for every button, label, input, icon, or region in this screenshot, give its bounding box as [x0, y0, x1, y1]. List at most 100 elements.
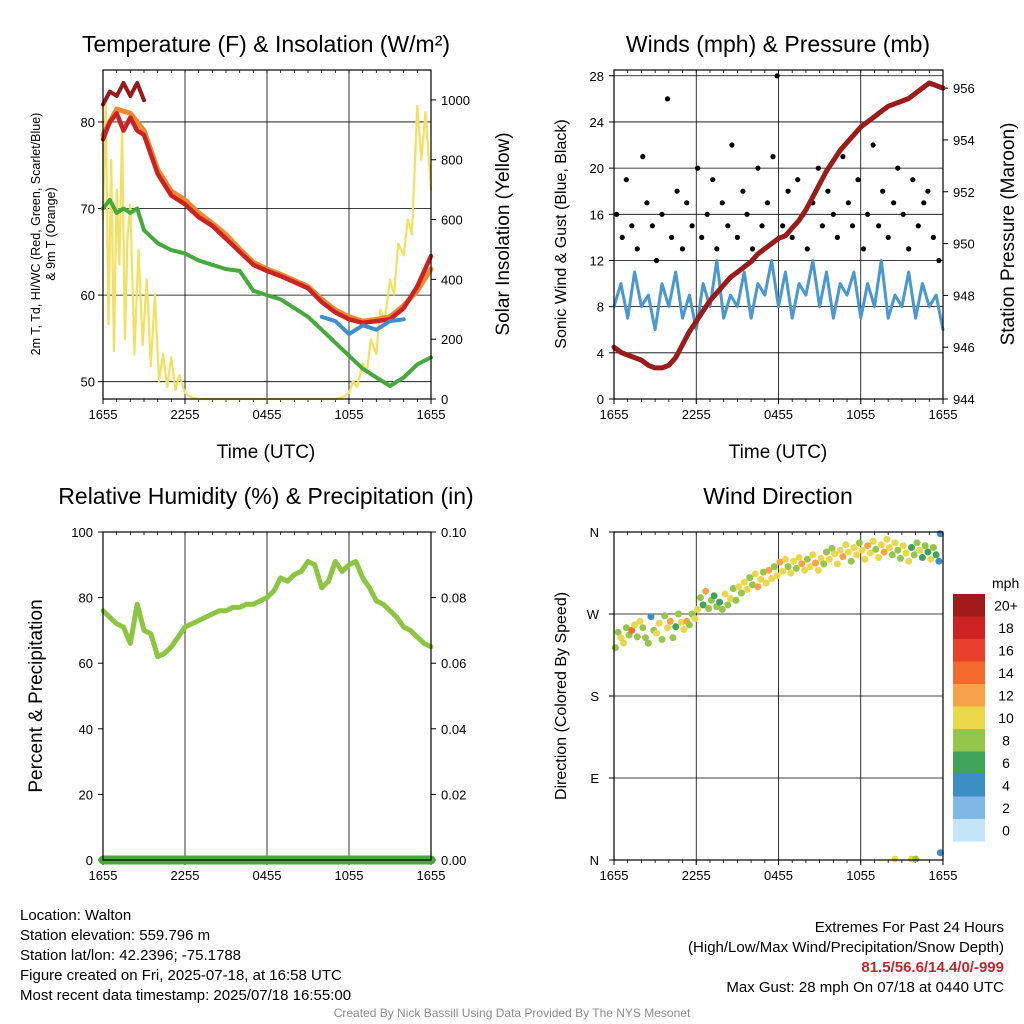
pressure-line [611, 80, 946, 371]
direction-point [669, 634, 677, 642]
direction-point [872, 545, 880, 553]
direction-point [891, 539, 899, 547]
direction-point [710, 592, 718, 600]
gust-point [825, 188, 831, 194]
station-elevation: Station elevation: 559.796 m [20, 927, 211, 944]
legend-swatch [953, 594, 985, 617]
direction-point [754, 583, 762, 591]
direction-point [620, 639, 628, 647]
gust-point [710, 177, 716, 183]
direction-point [913, 539, 921, 547]
gust-point [664, 96, 671, 102]
direction-point [839, 553, 847, 561]
x-tick-label: 1655 [600, 868, 629, 883]
direction-point [918, 554, 926, 561]
x-tick-label: 1655 [417, 868, 446, 883]
y-right-tick-label: 1000 [441, 93, 470, 108]
direction-point [694, 605, 702, 613]
y-tick-label: 40 [79, 722, 93, 737]
direction-point [858, 546, 866, 554]
x-tick-label: 0455 [764, 407, 793, 422]
direction-point [880, 548, 888, 556]
gust-point [619, 234, 625, 240]
y-tick-label: 60 [79, 656, 93, 671]
y-right-tick-label: 0.08 [441, 591, 466, 606]
extremes-title: Extremes For Past 24 Hours [814, 919, 1004, 936]
direction-point [732, 596, 740, 604]
humidity-y-axis-label: Percent & Precipitation [26, 599, 47, 792]
direction-point [897, 554, 904, 562]
wind-y-axis-label: Sonic Wind & Gust (Blue, Black) [553, 119, 570, 348]
y-tick-label: 0 [597, 392, 604, 407]
direction-point [743, 585, 751, 593]
humidity-precip-panel: Relative Humidity (%) & Precipitation (i… [26, 483, 474, 883]
direction-point [888, 551, 896, 559]
gust-point [614, 211, 620, 217]
gust-point [634, 246, 640, 252]
gust-point [925, 188, 931, 194]
gust-point [644, 200, 650, 206]
legend-label: 2 [1002, 800, 1010, 816]
y-right-tick-label: 954 [953, 133, 975, 148]
direction-point [921, 542, 929, 550]
gust-point [714, 246, 720, 252]
gust-point [669, 234, 675, 240]
legend-label: 20+ [994, 597, 1018, 613]
gust-point [740, 188, 746, 194]
x-tick-label: 1055 [335, 868, 364, 883]
wind-direction-panel: Wind Direction 1655 2255 0455 1055 1655NESWN… [553, 483, 1019, 883]
gust-point [834, 234, 841, 240]
legend-swatch [953, 796, 985, 819]
direction-point [727, 595, 734, 602]
direction-point [661, 612, 669, 620]
direction-point [718, 605, 726, 613]
legend-label: 0 [1002, 822, 1010, 838]
x-tick-label: 1055 [846, 407, 875, 422]
direction-point [833, 560, 841, 568]
direction-point [647, 613, 655, 621]
dewpoint-line [101, 197, 433, 388]
direction-point [644, 639, 652, 647]
gust-point [815, 165, 821, 171]
gust-point [921, 200, 927, 206]
direction-point [927, 555, 935, 563]
direction-point [664, 624, 671, 632]
gust-point [725, 223, 731, 229]
direction-point [814, 566, 822, 574]
direction-y-axis-label: Direction (Colored By Speed) [553, 592, 570, 800]
direction-point [853, 551, 861, 559]
direction-point [765, 566, 773, 574]
gust-point [855, 177, 861, 183]
pressure-y-axis-label: Station Pressure (Maroon) [998, 123, 1019, 346]
x-tick-label: 1655 [417, 407, 446, 422]
direction-point [842, 541, 850, 549]
gust-point [623, 177, 629, 183]
y-right-tick-label: 0.00 [441, 853, 466, 868]
y-tick-label: 24 [590, 115, 604, 130]
direction-point [935, 557, 943, 565]
gust-point [649, 223, 656, 229]
x-tick-label: 1655 [929, 407, 958, 422]
y-right-tick-label: 944 [953, 392, 975, 407]
x-tick-label: 2255 [682, 407, 711, 422]
direction-point [622, 624, 630, 632]
x-tick-label: 0455 [253, 407, 282, 422]
gust-point [789, 234, 795, 240]
y-right-tick-label: 956 [953, 81, 975, 96]
legend-label: 14 [998, 665, 1014, 681]
plot-frame [102, 531, 432, 861]
gust-point [759, 223, 765, 229]
direction-point [828, 544, 836, 552]
x-tick-label: 1655 [929, 868, 958, 883]
gust-point [795, 177, 801, 183]
direction-point [658, 636, 666, 643]
y-right-tick-label: 400 [441, 272, 463, 287]
plot-frame [102, 69, 432, 400]
wind-pressure-panel-title: Winds (mph) & Pressure (mb) [626, 31, 930, 57]
direction-point [631, 621, 639, 629]
gust-point [891, 200, 897, 206]
temperature-panel: Temperature (F) & Insolation (W/m²) 1655… [29, 31, 514, 463]
